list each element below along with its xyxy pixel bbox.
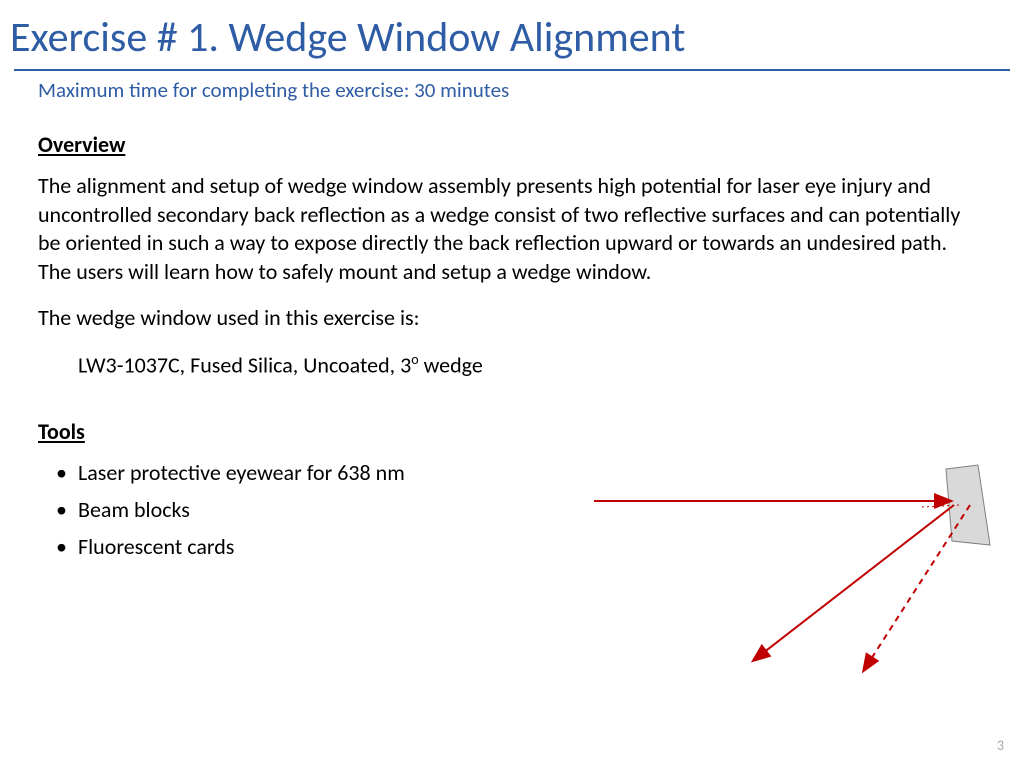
reflected-solid	[754, 505, 954, 660]
title-rule	[14, 69, 1010, 71]
tools-heading: Tools	[38, 418, 986, 445]
time-subtitle: Maximum time for completing the exercise…	[0, 77, 1024, 103]
wedge-spec: LW3-1037C, Fused Silica, Uncoated, 3o we…	[38, 351, 986, 378]
spec-sup: o	[411, 351, 418, 368]
page-title: Exercise # 1. Wedge Window Alignment	[0, 0, 1024, 69]
wedge-diagram	[574, 455, 1004, 685]
spec-suffix: wedge	[419, 351, 483, 378]
overview-heading: Overview	[38, 131, 986, 158]
overview-body: The alignment and setup of wedge window …	[38, 172, 978, 286]
page-number: 3	[997, 737, 1004, 754]
overview-leadin: The wedge window used in this exercise i…	[38, 304, 978, 333]
spec-prefix: LW3-1037C, Fused Silica, Uncoated, 3	[78, 351, 411, 378]
